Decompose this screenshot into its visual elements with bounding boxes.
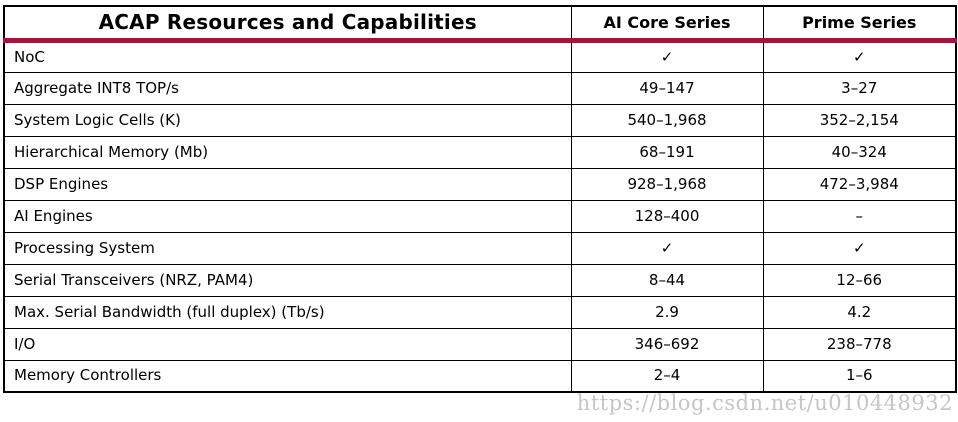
table-row: System Logic Cells (K) 540–1,968 352–2,1… — [3, 103, 957, 137]
table-row: Max. Serial Bandwidth (full duplex) (Tb/… — [3, 295, 957, 329]
feature-cell: Processing System — [3, 231, 572, 265]
prime-value-cell: ✓ — [762, 39, 957, 73]
prime-value-cell: – — [762, 199, 957, 233]
prime-value-cell: ✓ — [762, 231, 957, 265]
table-row: Serial Transceivers (NRZ, PAM4) 8–44 12–… — [3, 263, 957, 297]
prime-value-cell: 1–6 — [762, 359, 957, 393]
ai-core-value-cell: 2.9 — [570, 295, 764, 329]
feature-cell: AI Engines — [3, 199, 572, 233]
prime-value-cell: 40–324 — [762, 135, 957, 169]
acap-resources-table: ACAP Resources and Capabilities AI Core … — [3, 5, 957, 393]
table-row: Hierarchical Memory (Mb) 68–191 40–324 — [3, 135, 957, 169]
feature-cell: System Logic Cells (K) — [3, 103, 572, 137]
table-body: NoC ✓ ✓ Aggregate INT8 TOP/s 49–147 3–27… — [3, 39, 957, 393]
column-header-prime-series: Prime Series — [762, 5, 957, 43]
prime-value-cell: 238–778 — [762, 327, 957, 361]
feature-cell: NoC — [3, 39, 572, 73]
feature-cell: Hierarchical Memory (Mb) — [3, 135, 572, 169]
feature-cell: Serial Transceivers (NRZ, PAM4) — [3, 263, 572, 297]
prime-value-cell: 3–27 — [762, 71, 957, 105]
table-row: DSP Engines 928–1,968 472–3,984 — [3, 167, 957, 201]
ai-core-value-cell: 928–1,968 — [570, 167, 764, 201]
ai-core-value-cell: 346–692 — [570, 327, 764, 361]
ai-core-value-cell: 49–147 — [570, 71, 764, 105]
ai-core-value-cell: 128–400 — [570, 199, 764, 233]
table-row: I/O 346–692 238–778 — [3, 327, 957, 361]
ai-core-value-cell: ✓ — [570, 231, 764, 265]
ai-core-value-cell: 540–1,968 — [570, 103, 764, 137]
watermark: https://blog.csdn.net/u010448932 — [576, 391, 953, 415]
ai-core-value-cell: 8–44 — [570, 263, 764, 297]
column-header-ai-core-series: AI Core Series — [570, 5, 764, 43]
table-row: Aggregate INT8 TOP/s 49–147 3–27 — [3, 71, 957, 105]
table-row: Memory Controllers 2–4 1–6 — [3, 359, 957, 393]
table-row: AI Engines 128–400 – — [3, 199, 957, 233]
ai-core-value-cell: 68–191 — [570, 135, 764, 169]
feature-cell: I/O — [3, 327, 572, 361]
prime-value-cell: 352–2,154 — [762, 103, 957, 137]
table-title: ACAP Resources and Capabilities — [3, 5, 572, 43]
table-row: NoC ✓ ✓ — [3, 39, 957, 73]
header-row: ACAP Resources and Capabilities AI Core … — [3, 5, 957, 43]
feature-cell: Max. Serial Bandwidth (full duplex) (Tb/… — [3, 295, 572, 329]
feature-cell: Memory Controllers — [3, 359, 572, 393]
prime-value-cell: 12–66 — [762, 263, 957, 297]
ai-core-value-cell: ✓ — [570, 39, 764, 73]
ai-core-value-cell: 2–4 — [570, 359, 764, 393]
table-row: Processing System ✓ ✓ — [3, 231, 957, 265]
prime-value-cell: 4.2 — [762, 295, 957, 329]
feature-cell: Aggregate INT8 TOP/s — [3, 71, 572, 105]
prime-value-cell: 472–3,984 — [762, 167, 957, 201]
feature-cell: DSP Engines — [3, 167, 572, 201]
